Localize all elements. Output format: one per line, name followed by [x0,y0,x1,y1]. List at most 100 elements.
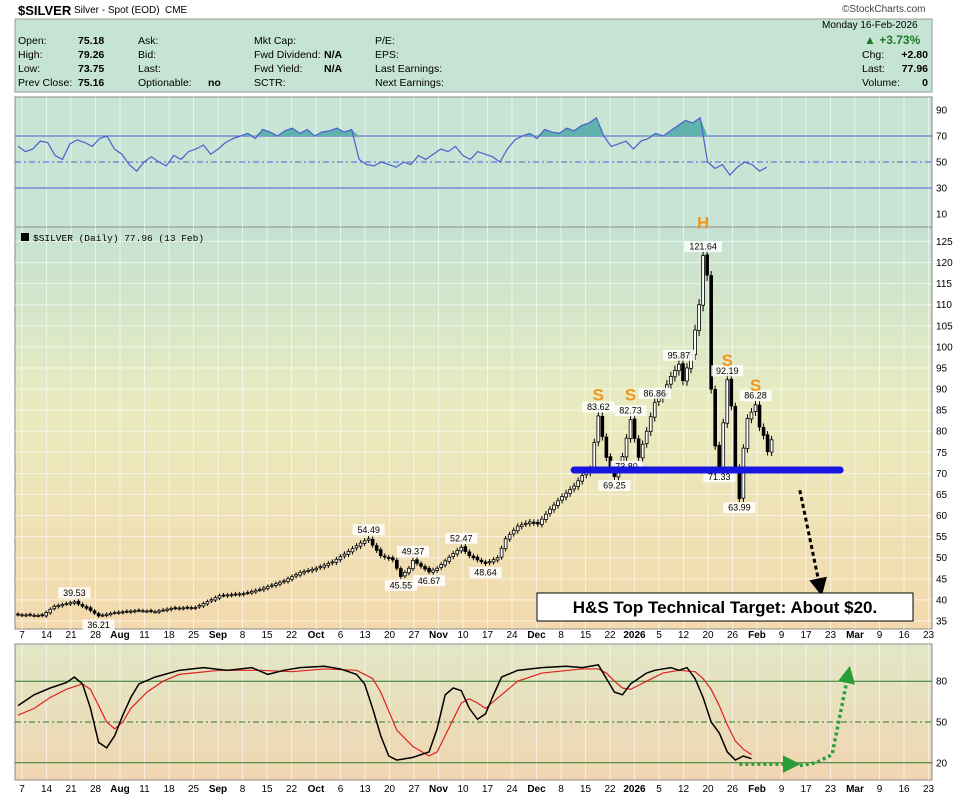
candle-body [358,542,363,547]
candle-body [624,437,629,458]
candle-body [769,439,774,453]
candle-body [733,405,738,468]
x-tick-label: 24 [506,630,518,641]
candle-body [648,416,653,433]
candle-body [32,614,36,617]
x-tick-label: 22 [604,630,616,641]
candle-body [725,379,730,424]
candle-body [532,521,536,524]
value-label-bg [723,502,756,514]
candle-body [88,607,93,611]
candle-body [334,558,339,563]
quote-label: High: [18,49,43,61]
x-tick-label: Sep [209,630,227,641]
candle-body [467,551,472,557]
value-label-bg [82,619,115,631]
candle-body [600,415,605,438]
x-tick-label: 26 [727,784,739,795]
candle-body [270,584,274,587]
candle-body [459,546,464,552]
y-tick-label: 85 [936,406,948,417]
y-tick-label: 100 [936,342,953,353]
quote-label: Fwd Yield: [254,63,303,75]
x-tick-label: Feb [748,784,766,795]
candle-body [721,422,726,469]
quote-value: 79.26 [78,49,105,61]
x-tick-label: 21 [65,784,77,795]
candle-body [278,581,282,585]
candle-body [241,593,246,595]
candle-body [681,363,685,382]
x-tick-label: 28 [90,784,102,795]
candle-body [112,612,117,614]
x-tick-label: 23 [825,784,837,795]
pattern-label: S [593,385,604,404]
y-tick-label: 50 [936,553,948,564]
candle-body [52,605,57,610]
candle-body [729,378,734,407]
value-label: 54.49 [357,525,380,535]
quote-label: Last: [138,63,161,75]
value-label: 86.28 [744,391,767,401]
stoch-projection-arrow [799,665,856,768]
exchange: CME [165,5,188,16]
candle-body [366,538,371,541]
x-tick-label: Aug [110,784,129,795]
candle-body [318,566,323,569]
candle-body [205,601,210,605]
x-tick-label: 27 [408,630,420,641]
candle-body [713,389,717,447]
candle-body [129,610,133,613]
candle-body [765,434,770,453]
y-tick-label: 115 [936,279,952,290]
candle-body [636,438,641,458]
x-tick-label: Mar [846,784,864,795]
candle-body [298,572,302,576]
target-arrow [798,489,827,597]
x-tick-label: Oct [308,784,325,795]
candle-body [499,547,504,558]
candle-body [403,571,407,577]
candle-body [705,254,709,276]
pattern-label: S [625,385,636,404]
candle-body [447,556,452,562]
x-tick-label: 18 [163,630,175,641]
quote-value: N/A [324,49,343,61]
x-tick-label: 17 [482,630,494,641]
candle-body [20,614,24,617]
candle-body [165,608,169,611]
x-tick-label: Dec [527,630,546,641]
y-tick-label: 35 [936,617,948,628]
x-tick-label: 17 [800,784,812,795]
value-label: 63.99 [728,503,751,513]
price-panel [14,226,933,630]
candle-body [511,529,516,535]
quote-label: Mkt Cap: [254,35,297,47]
candle-body [548,508,552,514]
candle-body [120,611,125,614]
x-tick-label: 6 [338,784,344,795]
candle-body [556,500,560,506]
candle-body [552,504,556,511]
x-tick-label: 13 [359,630,371,641]
candle-body [455,550,460,555]
candle-body [181,607,186,610]
value-label: 92.19 [716,366,739,376]
rsi-tick-label: 10 [936,210,948,221]
stoch-tick-label: 50 [936,718,948,729]
candle-body [48,608,53,614]
candle-body [507,534,512,540]
stat-label: Last: [862,63,885,75]
x-tick-label: 8 [558,630,564,641]
candle-body [536,521,540,525]
value-label-bg [582,401,615,413]
value-label-bg [739,390,772,402]
value-label: 73.80 [615,461,638,471]
candle-body [290,576,294,580]
candle-body [108,612,113,616]
x-tick-label: 15 [580,630,592,641]
candle-body [330,561,335,564]
candle-body [342,553,347,557]
x-tick-label: 17 [800,630,812,641]
rsi-tick-label: 70 [936,132,948,143]
